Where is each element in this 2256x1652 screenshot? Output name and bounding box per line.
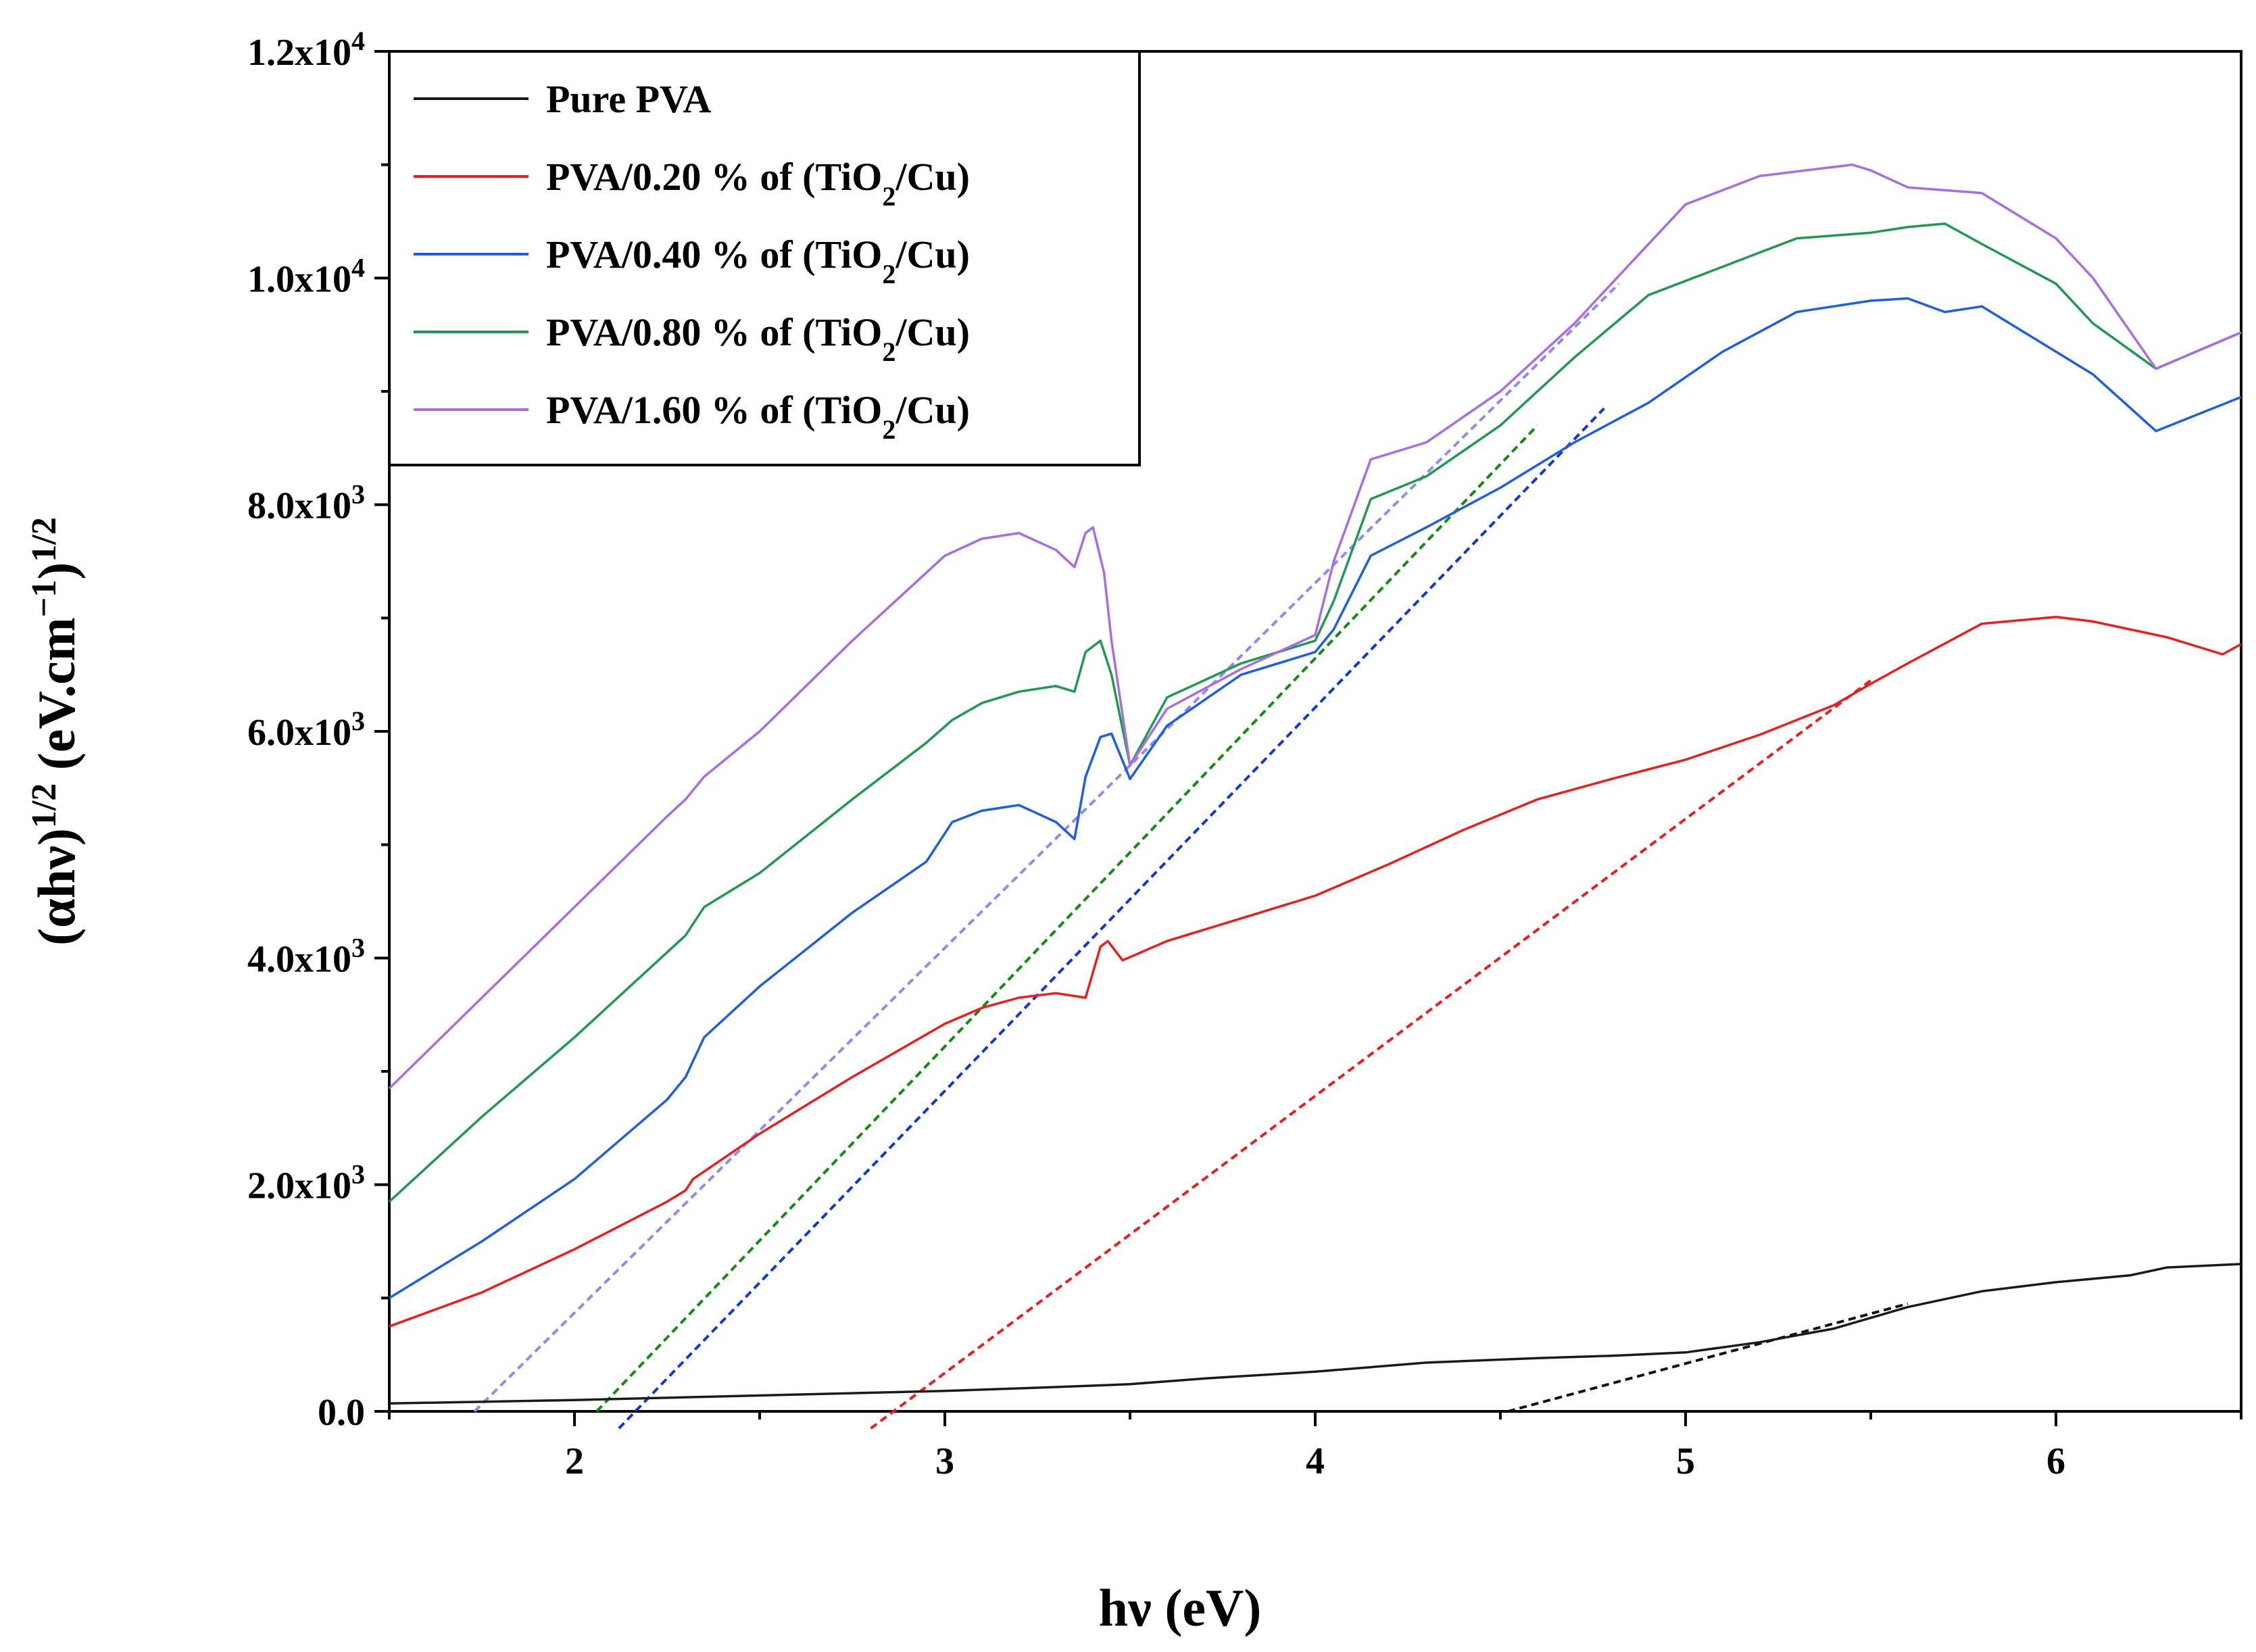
x-tick-label: 3 (935, 1440, 954, 1482)
legend-label-2: PVA/0.20 % of (TiO2/Cu) (546, 155, 970, 212)
y-tick-label: 2.0x103 (247, 1159, 365, 1207)
tangent-line-5 (473, 283, 1620, 1413)
y-axis: 0.0 2.0x103 4.0x103 6.0x103 8.0x103 1.0x104 1.… (247, 26, 389, 1434)
legend: Pure PVA PVA/0.20 % of (TiO2/Cu) PVA/0.40 … (388, 50, 1141, 466)
series-line-2 (389, 615, 2242, 1328)
tangent-line-1 (1507, 1302, 1909, 1413)
legend-label-3: PVA/0.40 % of (TiO2/Cu) (546, 233, 970, 289)
x-tick-label: 2 (565, 1440, 584, 1482)
y-tick-label: 6.0x103 (247, 706, 365, 754)
y-title-main: (αhν) (27, 828, 86, 946)
y-tick-label: 0.0 (318, 1392, 365, 1434)
y-title-exponent-1: 1/2 (25, 783, 64, 828)
y-title-exponent-2: 1/2 (25, 517, 64, 562)
x-axis-title: hν (eV) (1099, 1578, 1262, 1637)
tangent-line-3 (618, 407, 1605, 1430)
y-title-close: ) (27, 562, 86, 580)
y-axis-title: (αhν)1/2 (eV.cm−1)1/2 (25, 517, 87, 946)
y-tick-label: 1.2x104 (247, 26, 365, 74)
x-axis: 2 3 4 5 6 (388, 1411, 2242, 1482)
series-line-5 (388, 163, 2242, 1090)
y-tick-label: 4.0x103 (247, 932, 365, 981)
series-lines (388, 163, 2242, 1405)
legend-label-4: PVA/0.80 % of (TiO2/Cu) (546, 310, 970, 367)
x-tick-label: 5 (1676, 1440, 1695, 1482)
legend-label-1: Pure PVA (546, 77, 711, 121)
legend-box (388, 50, 1141, 466)
series-line-4 (388, 222, 2242, 1203)
series-line-1 (389, 1263, 2242, 1405)
legend-label-5: PVA/1.60 % of (TiO2/Cu) (546, 388, 970, 445)
series-line-3 (389, 297, 2242, 1299)
y-tick-label: 1.0x104 (247, 252, 365, 301)
tangent-line-4 (595, 424, 1539, 1413)
y-title-units-exponent: −1 (25, 580, 64, 618)
y-title-units: (eV.cm (27, 617, 86, 783)
x-tick-label: 6 (2046, 1440, 2065, 1482)
tangent-lines (473, 283, 1909, 1430)
y-tick-label: 8.0x103 (247, 479, 365, 527)
x-tick-label: 4 (1306, 1440, 1325, 1482)
tangent-line-2 (870, 679, 1872, 1430)
